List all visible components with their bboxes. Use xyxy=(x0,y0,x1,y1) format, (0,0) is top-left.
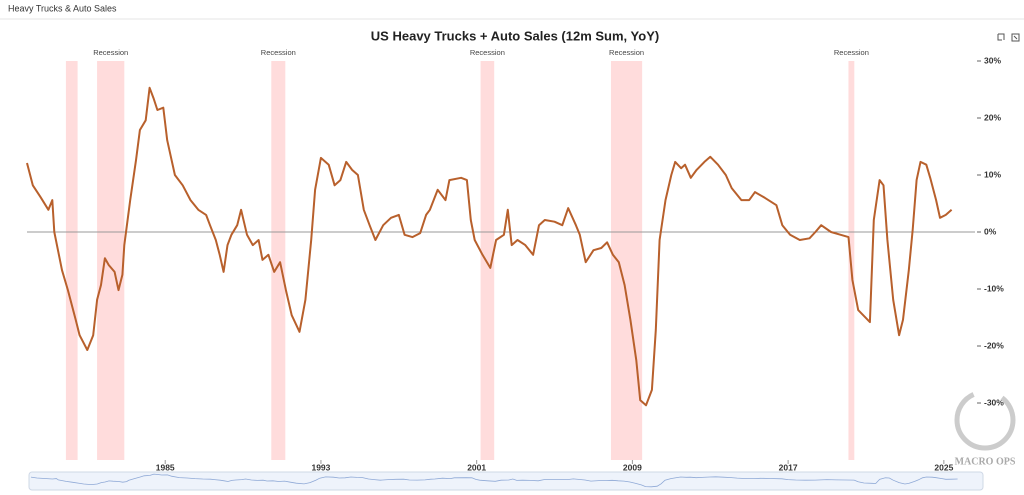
y-tick-label: 20% xyxy=(984,112,1001,122)
watermark-text: MACRO OPS xyxy=(955,456,1016,467)
x-tick-label: 2001 xyxy=(467,462,486,472)
x-tick-label: 1985 xyxy=(156,462,175,472)
y-tick-label: -10% xyxy=(984,283,1004,293)
navigator-line xyxy=(30,473,958,488)
x-tick-label: 2025 xyxy=(934,462,953,472)
recession-label: Recession xyxy=(93,48,128,57)
recession-band xyxy=(65,61,78,460)
y-tick-label: 30% xyxy=(984,55,1001,65)
x-tick-label: 1993 xyxy=(311,462,330,472)
recession-label: Recession xyxy=(261,48,296,57)
x-tick-label: 2017 xyxy=(779,462,798,472)
navigator-track[interactable] xyxy=(28,471,984,491)
series-line xyxy=(26,86,953,407)
y-tick-label: 0% xyxy=(984,226,997,236)
plot-area: Recession Recession Recession Recession Rece… xyxy=(26,48,1004,472)
x-tick-label: 2009 xyxy=(623,462,642,472)
toolbar[interactable] xyxy=(997,33,1020,42)
recession-label: Recession xyxy=(470,48,505,57)
recession-band xyxy=(271,61,286,460)
navigator[interactable] xyxy=(28,471,984,491)
y-tick-label: -30% xyxy=(984,397,1004,407)
recession-band xyxy=(97,61,125,460)
window-title: Heavy Trucks & Auto Sales xyxy=(8,3,117,13)
y-tick-label: 10% xyxy=(984,169,1001,179)
chart-title: US Heavy Trucks + Auto Sales (12m Sum, Y… xyxy=(371,28,659,43)
reset-icon[interactable] xyxy=(1011,33,1020,42)
recession-label: Recession xyxy=(834,48,869,57)
recession-label: Recession xyxy=(609,48,644,57)
recession-band xyxy=(480,61,495,460)
zoom-icon[interactable] xyxy=(997,33,1005,41)
y-tick-label: -20% xyxy=(984,340,1004,350)
watermark-circle xyxy=(954,389,1016,451)
watermark-logo: MACRO OPS xyxy=(954,389,1016,467)
recession-band xyxy=(610,61,643,460)
